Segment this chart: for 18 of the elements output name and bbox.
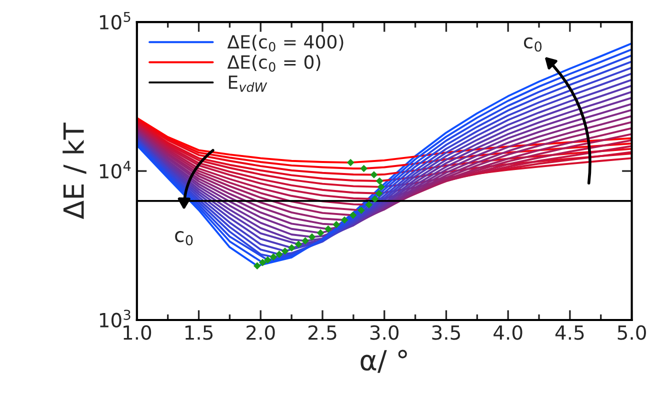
annotation: c$_{0}$ [524, 37, 542, 52]
annotation: c$_{0}$ [175, 231, 193, 246]
x-tick-label: 2.5 [308, 325, 336, 340]
y-tick-label: 10$^{5}$ [100, 12, 130, 30]
legend-label: ΔE(c$_{0}$ = 400) [227, 34, 344, 52]
legend-label: ΔE(c$_{0}$ = 0) [227, 54, 320, 72]
x-tick-label: 5.0 [618, 325, 646, 340]
y-axis-title: ΔE / kT [62, 122, 86, 220]
x-tick-label: 2.0 [246, 325, 275, 340]
y-tick-label: 10$^{4}$ [100, 160, 131, 179]
x-tick-label: 4.0 [494, 325, 522, 340]
x-tick-label: 3.0 [370, 325, 399, 340]
x-tick-label: 3.5 [432, 325, 460, 340]
x-tick-label: 1.5 [185, 325, 213, 340]
x-axis-title: α/ ° [360, 350, 407, 373]
x-tick-label: 4.5 [555, 325, 584, 340]
x-tick-label: 1.0 [124, 325, 152, 340]
legend-label: E$_{vdW}$ [228, 76, 268, 92]
